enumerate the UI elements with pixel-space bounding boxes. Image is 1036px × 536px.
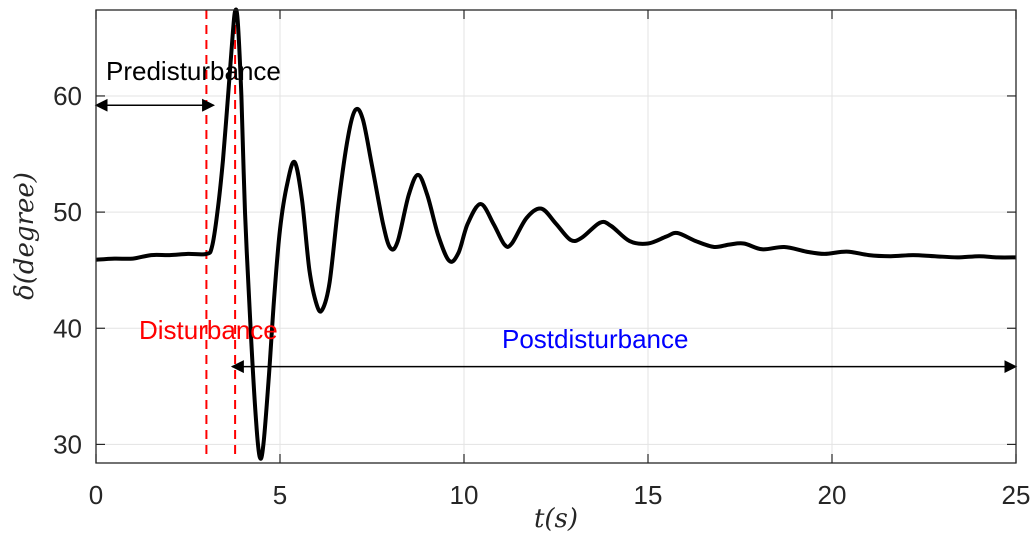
- y-tick-label: 60: [53, 81, 82, 111]
- plot-area: [96, 10, 1016, 463]
- annotation-postdisturbance: Postdisturbance: [502, 324, 688, 354]
- y-tick-label: 50: [53, 197, 82, 227]
- annotation-disturbance: Disturbance: [139, 315, 278, 345]
- duration-arrows: [94, 98, 1018, 374]
- x-tick-label: 5: [273, 480, 287, 510]
- annotation-predisturbance: Predisturbance: [106, 56, 281, 86]
- x-tick-label: 25: [1002, 480, 1031, 510]
- x-tick-label: 15: [634, 480, 663, 510]
- y-tick-label: 30: [53, 429, 82, 459]
- x-tick-label: 20: [818, 480, 847, 510]
- x-axis-label: t(s): [534, 504, 578, 534]
- series-line: [95, 7, 1017, 461]
- x-tick-label: 10: [450, 480, 479, 510]
- axis-ticks: 0 5 10 15 20 25 30 40 50 60: [53, 10, 1030, 510]
- y-tick-label: 40: [53, 313, 82, 343]
- x-tick-label: 0: [89, 480, 103, 510]
- plot-frame: [95, 9, 1017, 464]
- y-axis-label: δ(degree): [10, 172, 40, 300]
